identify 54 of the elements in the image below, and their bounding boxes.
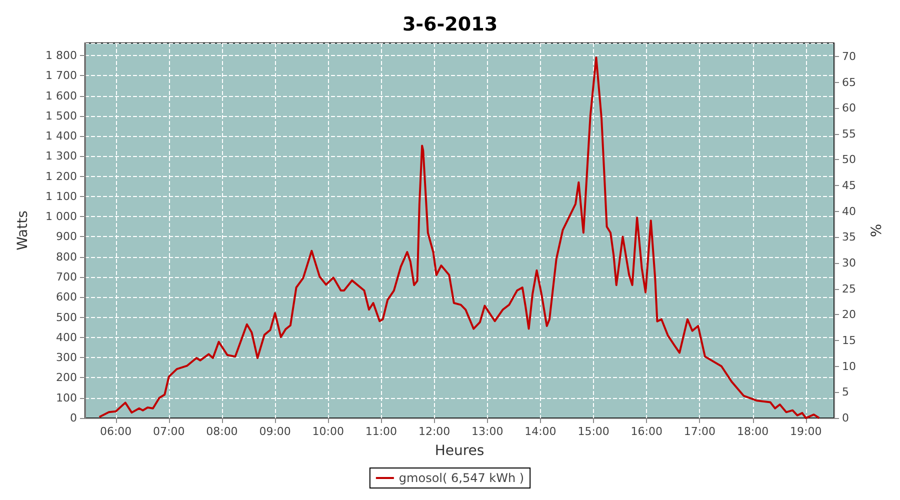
y2-tick-label: 35 [842,230,856,244]
x-tick-label: 12:00 [418,425,450,438]
chart-title: 3-6-2013 [402,14,498,36]
x-tick-label: 18:00 [736,425,769,438]
x-tick-label: 06:00 [100,425,132,438]
y-tick-label: 300 [56,351,77,364]
y2-tick-label: 40 [842,204,856,218]
y-tick-label: 700 [56,270,77,284]
y2-tick-label: 55 [842,127,856,140]
line-series [98,56,820,419]
y2-tick-label: 20 [842,308,856,322]
y2-tick-label: 30 [842,256,856,270]
y-tick-label: 1 500 [46,109,77,122]
x-tick-label: 16:00 [630,425,662,438]
x-tick-label: 13:00 [472,425,504,438]
y-tick-label: 800 [56,250,77,264]
x-tick-label: 19:00 [790,425,822,438]
y-tick-label: 1 200 [46,170,77,183]
x-tick-label: 11:00 [365,425,398,438]
x-axis-title: Heures [434,443,484,459]
y-tick-label: 1 000 [46,210,77,224]
y-axis-title: Watts [15,210,31,250]
y-tick-label: 200 [56,371,77,384]
y-tick-label: 1 600 [46,89,77,102]
y2-tick-label: 15 [842,334,856,348]
x-tick-label: 07:00 [153,425,185,438]
y2-tick-label: 70 [842,50,856,63]
y-tick-label: 1 700 [46,69,77,82]
y-tick-label: 1 400 [46,130,77,143]
y2-tick-label: 5 [842,386,849,399]
y2-tick-label: 10 [842,360,856,373]
y2-tick-label: 0 [842,412,849,424]
x-tick-label: 17:00 [684,425,716,438]
y2-tick-label: 45 [842,179,856,192]
y-tick-label: 600 [56,290,77,304]
y2-tick-label: 25 [842,282,856,296]
y-tick-label: 0 [70,412,77,424]
y-tick-label: 400 [56,330,77,344]
x-tick-label: 08:00 [206,425,238,438]
y-tick-label: 500 [56,310,77,324]
y2-tick-label: 50 [842,153,856,166]
y-tick-label: 1 300 [46,150,77,163]
y-tick-label: 900 [56,230,77,244]
x-tick-label: 09:00 [259,425,291,438]
y2-axis-title: % [869,224,885,238]
y-tick-label: 100 [56,391,77,404]
x-tick-label: 10:00 [312,425,344,438]
x-tick-label: 14:00 [524,425,556,438]
legend-label: gmosol( 6,547 kWh ) [398,471,524,485]
y2-tick-label: 60 [842,102,856,115]
y-tick-label: 1 800 [46,48,77,62]
x-tick-label: 15:00 [578,425,610,438]
y-tick-label: 1 100 [46,190,77,203]
y2-tick-label: 65 [842,76,856,89]
